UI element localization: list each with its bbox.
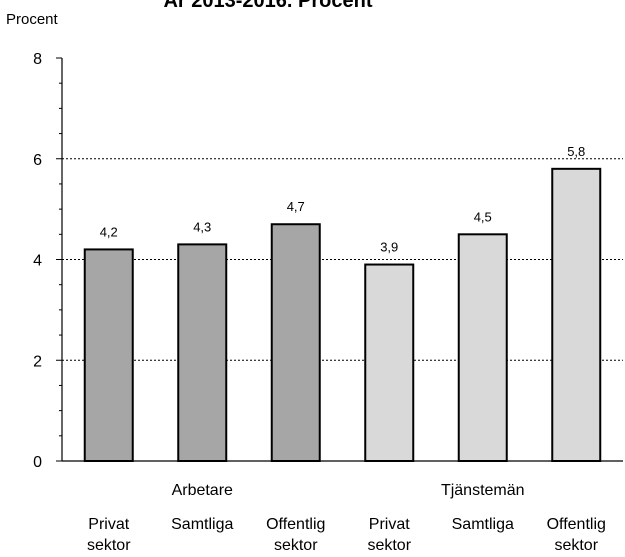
data-label: 5,8 <box>567 144 585 159</box>
category-label: Offentlig <box>547 516 606 533</box>
category-label: Offentlig <box>266 516 325 533</box>
gridlines <box>62 158 623 361</box>
data-label: 4,3 <box>193 219 211 234</box>
category-label: sektor <box>87 537 131 554</box>
bar <box>551 167 602 462</box>
bar <box>364 263 415 462</box>
data-label: 3,9 <box>380 240 398 255</box>
group-label: Tjänstemän <box>441 482 525 499</box>
bar <box>177 243 228 462</box>
data-label: 4,7 <box>287 199 305 214</box>
category-label: sektor <box>367 537 411 554</box>
y-tick-label: 6 <box>33 152 42 169</box>
category-label: sektor <box>554 537 598 554</box>
group-label: Arbetare <box>172 482 233 499</box>
data-label: 4,5 <box>474 209 492 224</box>
labels: 0 2 4 6 8 4,2 Privat sektor 4,3 Samtliga 4,7 Offent… <box>33 51 606 554</box>
y-tick-label: 2 <box>33 353 42 370</box>
category-label: Samtliga <box>171 516 233 533</box>
bars <box>83 167 602 462</box>
data-label: 4,2 <box>100 224 118 239</box>
category-label: Privat <box>88 516 129 533</box>
category-label: sektor <box>274 537 318 554</box>
y-tick-label: 0 <box>33 454 42 471</box>
bar <box>83 248 134 462</box>
bar <box>270 223 321 462</box>
y-tick-label: 8 <box>33 51 42 68</box>
chart-title: År 2013-2016. Procent <box>163 0 372 12</box>
y-tick-label: 4 <box>33 253 42 270</box>
bar <box>457 233 508 462</box>
category-label: Samtliga <box>452 516 514 533</box>
y-axis-label: Procent <box>6 11 59 28</box>
axes <box>56 57 623 462</box>
category-label: Privat <box>369 516 410 533</box>
